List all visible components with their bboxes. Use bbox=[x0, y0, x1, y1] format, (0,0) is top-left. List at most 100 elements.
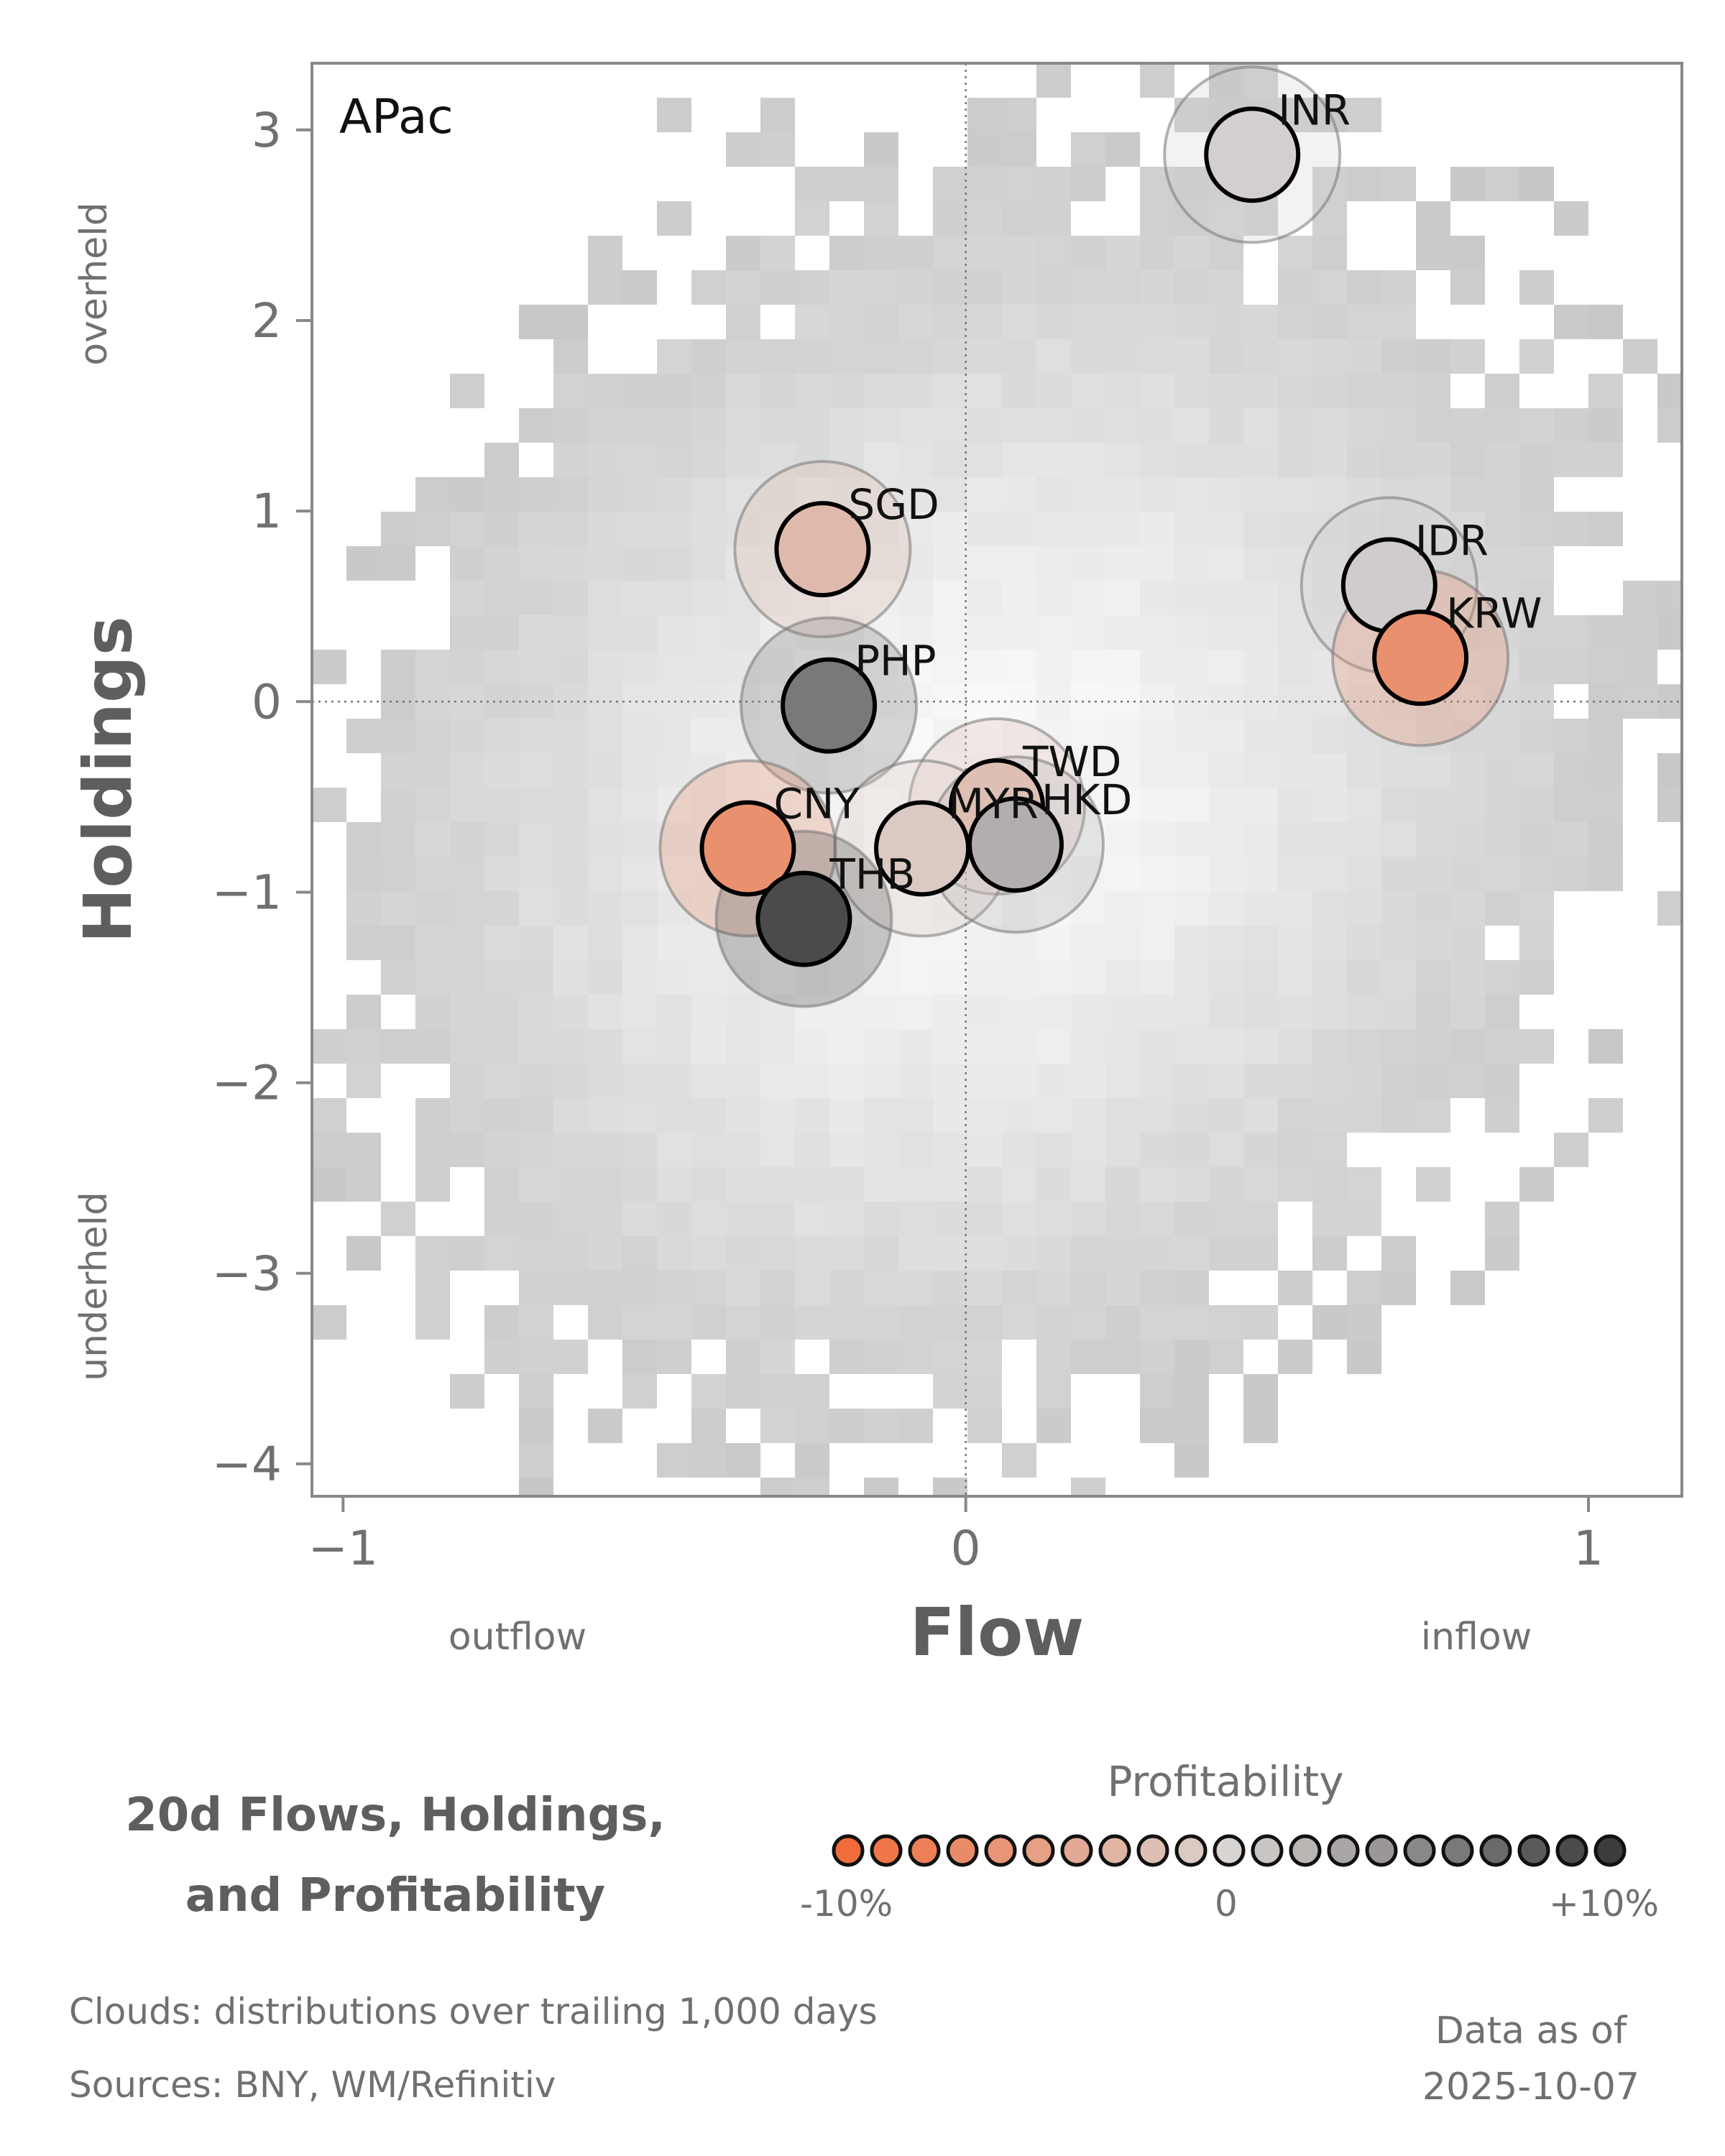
cloud-cell bbox=[553, 753, 588, 788]
data-as-of-label: Data as of bbox=[1435, 2009, 1627, 2053]
legend-swatch bbox=[1289, 1834, 1322, 1867]
cloud-cell bbox=[1519, 1167, 1554, 1202]
cloud-cell bbox=[1485, 1236, 1519, 1271]
cloud-cell bbox=[967, 1064, 1002, 1098]
cloud-cell bbox=[1588, 857, 1623, 891]
cloud-cell bbox=[760, 1374, 795, 1409]
cloud-cell bbox=[691, 1236, 726, 1271]
cloud-cell bbox=[1554, 615, 1588, 650]
cloud-cell bbox=[622, 1098, 657, 1133]
cloud-cell bbox=[519, 995, 553, 1029]
cloud-cell bbox=[1036, 236, 1071, 270]
cloud-cell bbox=[622, 270, 657, 305]
cloud-cell bbox=[450, 546, 484, 581]
cloud-cell bbox=[1416, 995, 1450, 1029]
cloud-cell bbox=[1036, 1374, 1071, 1409]
cloud-cell bbox=[795, 270, 829, 305]
cloud-cell bbox=[933, 650, 967, 684]
cloud-cell bbox=[1416, 1098, 1450, 1133]
cloud-cell bbox=[1416, 236, 1450, 270]
cloud-cell bbox=[1347, 305, 1381, 339]
cloud-cell bbox=[622, 1167, 657, 1202]
cloud-cell bbox=[312, 788, 346, 822]
cloud-cell bbox=[933, 1029, 967, 1064]
cloud-cell bbox=[760, 1098, 795, 1133]
cloud-cell bbox=[829, 1167, 864, 1202]
cloud-cell bbox=[760, 960, 795, 995]
cloud-cell bbox=[967, 581, 1002, 615]
cloud-cell bbox=[1071, 926, 1105, 960]
cloud-cell bbox=[484, 615, 519, 650]
cloud-cell bbox=[691, 443, 726, 477]
cloud-cell bbox=[829, 270, 864, 305]
cloud-cell bbox=[1071, 1340, 1105, 1374]
cloud-cell bbox=[1312, 546, 1347, 581]
cloud-cell bbox=[1485, 512, 1519, 546]
cloud-cell bbox=[1657, 615, 1682, 650]
cloud-cell bbox=[1209, 1098, 1243, 1133]
cloud-cell bbox=[1209, 1133, 1243, 1167]
cloud-cell bbox=[415, 788, 450, 822]
cloud-cell bbox=[795, 1167, 829, 1202]
cloud-cell bbox=[795, 408, 829, 443]
cloud-cell bbox=[1036, 1202, 1071, 1236]
cloud-cell bbox=[726, 891, 760, 926]
cloud-cell bbox=[1278, 581, 1312, 615]
legend-swatch bbox=[1441, 1834, 1474, 1867]
cloud-cell bbox=[519, 305, 553, 339]
cloud-cell bbox=[381, 1202, 415, 1236]
cloud-cell bbox=[1105, 443, 1140, 477]
cloud-cell bbox=[1485, 822, 1519, 857]
cloud-cell bbox=[1140, 546, 1174, 581]
cloud-cell bbox=[1450, 822, 1485, 857]
cloud-cell bbox=[657, 581, 691, 615]
cloud-cell bbox=[1312, 1098, 1347, 1133]
legend-swatch bbox=[1174, 1834, 1208, 1867]
cloud-cell bbox=[622, 822, 657, 857]
cloud-cell bbox=[726, 995, 760, 1029]
cloud-cell bbox=[1209, 926, 1243, 960]
cloud-cell bbox=[553, 995, 588, 1029]
cloud-cell bbox=[967, 615, 1002, 650]
cloud-cell bbox=[1519, 960, 1554, 995]
cloud-cell bbox=[1036, 167, 1071, 201]
cloud-cell bbox=[760, 98, 795, 132]
cloud-cell bbox=[1036, 1098, 1071, 1133]
cloud-cell bbox=[760, 1305, 795, 1340]
cloud-cell bbox=[898, 236, 933, 270]
cloud-cell bbox=[1105, 1029, 1140, 1064]
cloud-cell bbox=[1140, 891, 1174, 926]
cloud-cell bbox=[933, 960, 967, 995]
cloud-cell bbox=[1209, 1029, 1243, 1064]
cloud-cell bbox=[1071, 1202, 1105, 1236]
cloud-cell bbox=[450, 788, 484, 822]
cloud-cell bbox=[898, 477, 933, 512]
cloud-cell bbox=[691, 1064, 726, 1098]
cloud-cell bbox=[519, 1202, 553, 1236]
cloud-cell bbox=[691, 650, 726, 684]
cloud-cell bbox=[1036, 650, 1071, 684]
cloud-cell bbox=[933, 1202, 967, 1236]
cloud-cell bbox=[1036, 443, 1071, 477]
cloud-cell bbox=[1347, 1271, 1381, 1305]
y-tick-label: −3 bbox=[212, 1246, 282, 1302]
cloud-cell bbox=[1450, 443, 1485, 477]
cloud-cell bbox=[346, 1236, 381, 1271]
cloud-cell bbox=[726, 615, 760, 650]
cloud-cell bbox=[967, 1305, 1002, 1340]
cloud-cell bbox=[450, 995, 484, 1029]
cloud-cell bbox=[519, 1236, 553, 1271]
cloud-cell bbox=[1588, 719, 1623, 753]
cloud-cell bbox=[1105, 719, 1140, 753]
cloud-cell bbox=[415, 1167, 450, 1202]
cloud-cell bbox=[967, 650, 1002, 684]
cloud-cell bbox=[967, 1167, 1002, 1202]
cloud-cell bbox=[1485, 1064, 1519, 1098]
cloud-cell bbox=[726, 546, 760, 581]
cloud-cell bbox=[1140, 1167, 1174, 1202]
cloud-cell bbox=[898, 546, 933, 581]
cloud-cell bbox=[1036, 546, 1071, 581]
cloud-cell bbox=[726, 650, 760, 684]
cloud-cell bbox=[484, 891, 519, 926]
